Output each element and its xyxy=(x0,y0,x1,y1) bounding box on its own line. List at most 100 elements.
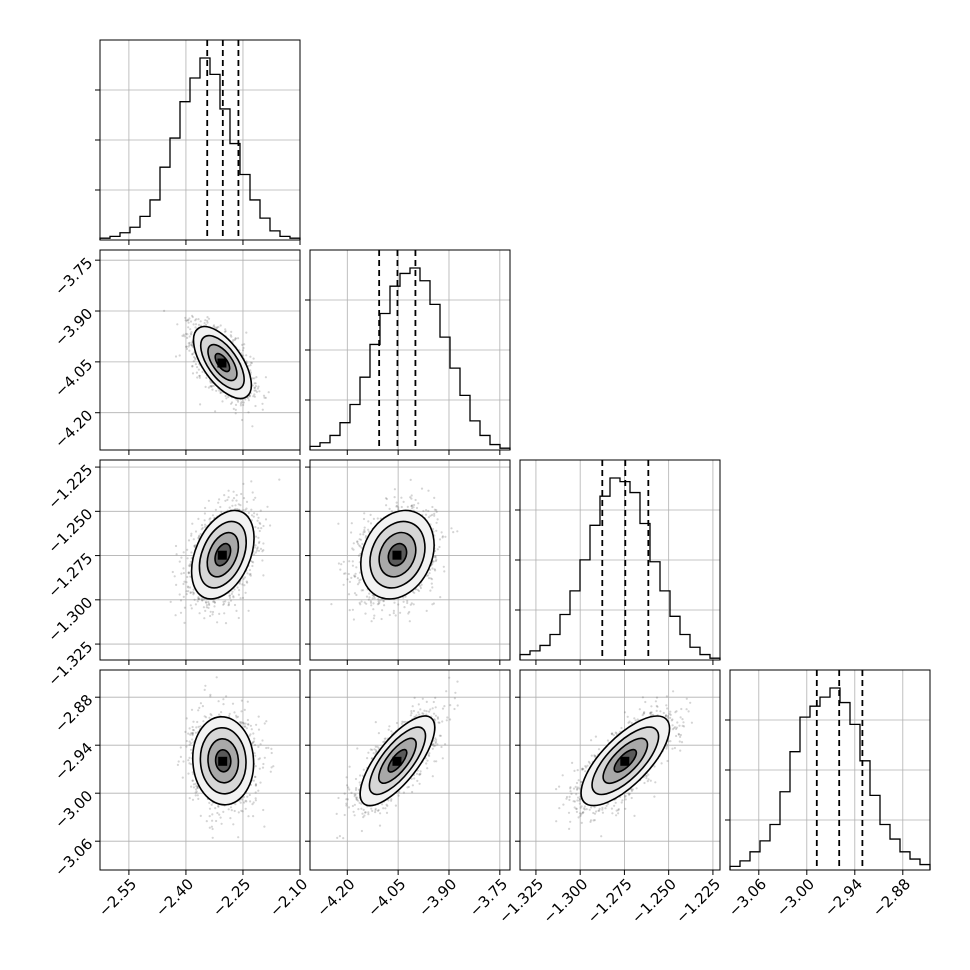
sample-point xyxy=(247,511,250,514)
sample-point xyxy=(252,561,255,564)
sample-point xyxy=(191,372,195,375)
sample-point xyxy=(185,593,188,596)
sample-point xyxy=(438,538,442,541)
sample-point xyxy=(229,599,233,602)
sample-point xyxy=(163,309,166,312)
sample-point xyxy=(433,514,436,517)
sample-point xyxy=(209,614,212,618)
sample-point xyxy=(190,344,194,347)
sample-point xyxy=(242,482,245,485)
sample-point xyxy=(173,575,176,578)
sample-point xyxy=(347,593,351,596)
sample-point xyxy=(425,509,428,512)
contour-line xyxy=(206,531,240,578)
sample-point xyxy=(236,586,239,589)
sample-point xyxy=(393,488,396,491)
sample-point xyxy=(456,530,459,533)
contour-line xyxy=(207,343,238,382)
sample-point xyxy=(385,504,388,507)
sample-point xyxy=(187,590,190,593)
sample-point xyxy=(417,589,421,593)
sample-point xyxy=(246,572,249,575)
sample-point xyxy=(191,315,194,319)
sample-point xyxy=(377,598,380,601)
sample-point xyxy=(350,531,353,534)
sample-point xyxy=(357,554,360,557)
sample-point xyxy=(239,504,242,507)
sample-point xyxy=(410,497,413,500)
sample-point xyxy=(359,545,362,548)
sample-point xyxy=(191,364,194,368)
sample-point xyxy=(204,523,207,526)
sample-point xyxy=(217,501,220,504)
sample-point xyxy=(190,534,193,537)
sample-point xyxy=(395,501,398,504)
histogram-step xyxy=(99,57,301,240)
sample-point xyxy=(249,572,252,576)
sample-point xyxy=(354,575,357,578)
sample-point xyxy=(415,506,419,510)
sample-point xyxy=(259,522,262,526)
sample-point xyxy=(358,601,361,605)
sample-point xyxy=(213,601,216,604)
sample-point xyxy=(441,536,444,539)
sample-point xyxy=(253,382,256,385)
sample-point xyxy=(242,577,245,581)
sample-point xyxy=(262,394,266,397)
sample-point xyxy=(209,381,212,384)
sample-point xyxy=(251,491,254,494)
sample-point xyxy=(182,571,185,575)
sample-point xyxy=(431,567,434,570)
sample-point xyxy=(400,505,403,509)
sample-point xyxy=(420,583,423,586)
density-peak xyxy=(217,358,227,368)
sample-point xyxy=(407,612,410,615)
sample-point xyxy=(207,602,211,605)
sample-point xyxy=(249,355,252,358)
sample-point xyxy=(235,609,238,613)
sample-point xyxy=(205,604,209,607)
sample-point xyxy=(256,519,259,522)
sample-point xyxy=(199,403,202,406)
sample-point xyxy=(260,527,263,530)
sample-point xyxy=(363,526,366,529)
sample-point xyxy=(359,538,363,541)
sample-point xyxy=(197,597,200,600)
contour-line xyxy=(214,352,231,373)
sample-point xyxy=(362,531,365,534)
hist-panel-2 xyxy=(515,459,721,665)
sample-point xyxy=(202,598,206,601)
sample-point xyxy=(383,604,386,607)
sample-point xyxy=(205,601,208,604)
sample-point xyxy=(182,567,185,570)
panel-frame xyxy=(99,459,301,661)
sample-point xyxy=(184,319,187,322)
sample-point xyxy=(189,320,193,323)
sample-point xyxy=(205,323,208,327)
sample-point xyxy=(372,608,375,611)
panel-frame xyxy=(729,669,931,871)
sample-point xyxy=(424,513,428,516)
sample-point xyxy=(422,509,425,513)
sample-point xyxy=(191,353,194,356)
sample-point xyxy=(351,608,354,611)
sample-point xyxy=(191,314,194,317)
sample-point xyxy=(227,603,231,606)
sample-point xyxy=(248,573,251,576)
sample-point xyxy=(400,496,403,499)
sample-point xyxy=(252,395,255,398)
sample-point xyxy=(189,604,192,607)
sample-point xyxy=(241,583,244,586)
sample-point xyxy=(231,504,234,507)
sample-point xyxy=(216,621,219,624)
sample-point xyxy=(244,591,247,594)
sample-point xyxy=(200,597,203,600)
hist-panel-3 xyxy=(725,669,931,875)
sample-point xyxy=(353,574,356,577)
sample-point xyxy=(189,328,192,331)
sample-point xyxy=(223,612,226,615)
sample-point xyxy=(194,544,197,547)
sample-point xyxy=(433,568,436,571)
sample-point xyxy=(197,368,200,371)
